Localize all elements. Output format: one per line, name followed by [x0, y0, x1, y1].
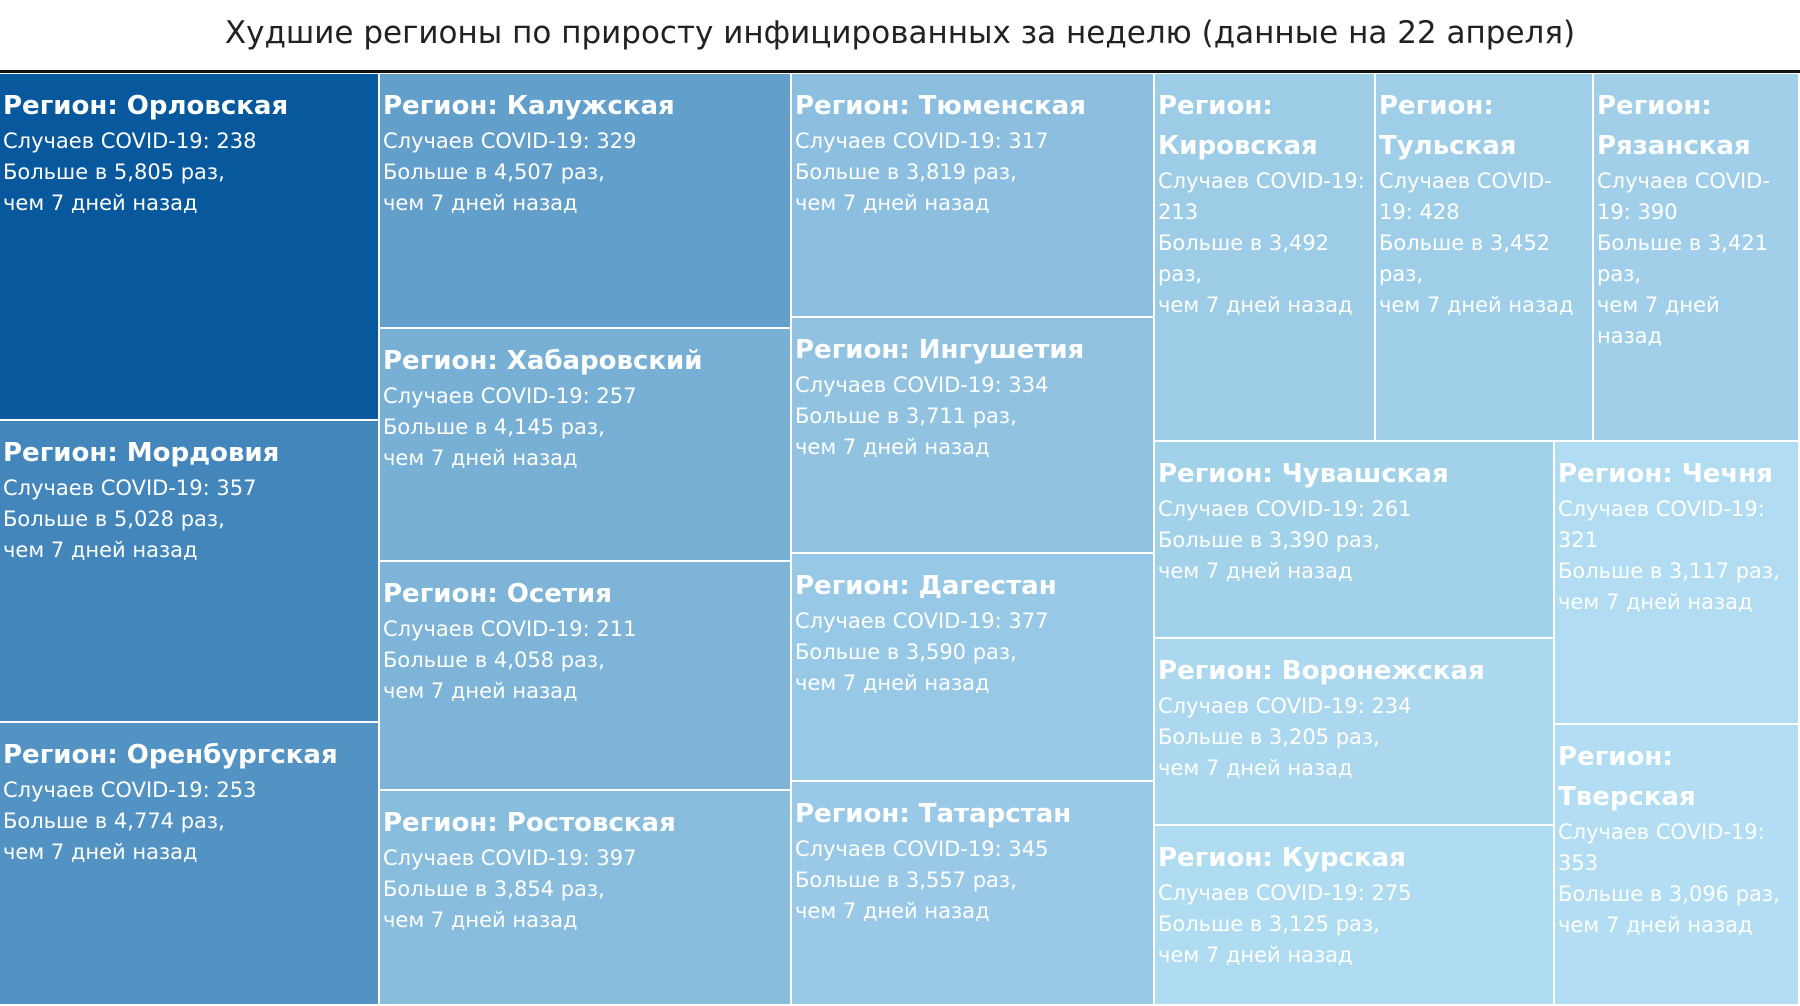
treemap-tile[interactable]: Регион: Тульская Случаев COVID-19: 428 Бол…: [1376, 74, 1594, 442]
cases-label: Случаев COVID-19: 275: [1158, 881, 1412, 905]
region-name: Регион: Осетия: [383, 579, 612, 609]
cases-label: Случаев COVID-19: 321: [1558, 497, 1765, 552]
treemap-tile[interactable]: Регион: Чечня Случаев COVID-19: 321 Больше…: [1555, 442, 1800, 725]
cases-label: Случаев COVID-19: 397: [383, 846, 637, 870]
treemap-tile[interactable]: Регион: Кировская Случаев COVID-19: 213 Бо…: [1155, 74, 1376, 442]
region-name: Регион: Кировская: [1158, 91, 1318, 161]
growth-ratio-label: Больше в 3,492 раз,: [1158, 231, 1330, 286]
growth-ratio-label: Больше в 3,711 раз,: [795, 404, 1017, 428]
days-ago-label: чем 7 дней назад: [1558, 913, 1753, 937]
days-ago-label: чем 7 дней назад: [3, 538, 198, 562]
growth-ratio-label: Больше в 3,390 раз,: [1158, 528, 1380, 552]
days-ago-label: чем 7 дней назад: [795, 191, 990, 215]
cases-label: Случаев COVID-19: 334: [795, 373, 1049, 397]
cases-label: Случаев COVID-19: 357: [3, 476, 257, 500]
region-name: Регион: Хабаровский: [383, 346, 703, 376]
region-name: Регион: Тульская: [1379, 91, 1517, 161]
chart-title: Худшие регионы по приросту инфицированны…: [224, 15, 1576, 51]
treemap-tile[interactable]: Регион: Оренбургская Случаев COVID-19: 25…: [0, 723, 380, 1006]
region-name: Регион: Татарстан: [795, 799, 1072, 829]
days-ago-label: чем 7 дней назад: [1158, 559, 1353, 583]
cases-label: Случаев COVID-19: 257: [383, 384, 637, 408]
cases-label: Случаев COVID-19: 345: [795, 837, 1049, 861]
treemap-tile[interactable]: Регион: Мордовия Случаев COVID-19: 357 Бол…: [0, 421, 380, 723]
treemap-tile[interactable]: Регион: Дагестан Случаев COVID-19: 377 Бол…: [792, 554, 1155, 782]
days-ago-label: чем 7 дней назад: [795, 671, 990, 695]
days-ago-label: чем 7 дней назад: [1379, 293, 1574, 317]
region-name: Регион: Чувашская: [1158, 459, 1449, 489]
region-name: Регион: Оренбургская: [3, 740, 338, 770]
cases-label: Случаев COVID-19: 329: [383, 129, 637, 153]
growth-ratio-label: Больше в 3,590 раз,: [795, 640, 1017, 664]
cases-label: Случаев COVID-19: 261: [1158, 497, 1412, 521]
cases-label: Случаев COVID-19: 428: [1379, 169, 1552, 224]
cases-label: Случаев COVID-19: 253: [3, 778, 257, 802]
treemap-tile[interactable]: Регион: Ростовская Случаев COVID-19: 397 Б…: [380, 791, 792, 1006]
growth-ratio-label: Больше в 5,805 раз,: [3, 160, 225, 184]
treemap-tile[interactable]: Регион: Татарстан Случаев COVID-19: 345 Бо…: [792, 782, 1155, 1006]
treemap-tile[interactable]: Регион: Чувашская Случаев COVID-19: 261 Бо…: [1155, 442, 1555, 639]
days-ago-label: чем 7 дней назад: [1597, 293, 1720, 348]
days-ago-label: чем 7 дней назад: [383, 908, 578, 932]
region-name: Регион: Дагестан: [795, 571, 1057, 601]
treemap-tile[interactable]: Регион: Осетия Случаев COVID-19: 211 Больш…: [380, 562, 792, 791]
growth-ratio-label: Больше в 3,452 раз,: [1379, 231, 1551, 286]
title-divider: [0, 70, 1800, 73]
treemap-tile[interactable]: Регион: Рязанская Случаев COVID-19: 390 Бо…: [1594, 74, 1800, 442]
growth-ratio-label: Больше в 3,205 раз,: [1158, 725, 1380, 749]
cases-label: Случаев COVID-19: 317: [795, 129, 1049, 153]
days-ago-label: чем 7 дней назад: [1158, 943, 1353, 967]
region-name: Регион: Тюменская: [795, 91, 1086, 121]
growth-ratio-label: Больше в 4,507 раз,: [383, 160, 605, 184]
region-name: Регион: Калужская: [383, 91, 675, 121]
growth-ratio-label: Больше в 4,774 раз,: [3, 809, 225, 833]
growth-ratio-label: Больше в 3,096 раз,: [1558, 882, 1780, 906]
growth-ratio-label: Больше в 5,028 раз,: [3, 507, 225, 531]
treemap-tile[interactable]: Регион: Калужская Случаев COVID-19: 329 Бо…: [380, 74, 792, 329]
region-name: Регион: Ростовская: [383, 808, 676, 838]
treemap-tile[interactable]: Регион: Курская Случаев COVID-19: 275 Боль…: [1155, 826, 1555, 1006]
cases-label: Случаев COVID-19: 211: [383, 617, 637, 641]
days-ago-label: чем 7 дней назад: [1158, 293, 1353, 317]
treemap-tile[interactable]: Регион: Хабаровский Случаев COVID-19: 257…: [380, 329, 792, 562]
region-name: Регион: Орловская: [3, 91, 289, 121]
days-ago-label: чем 7 дней назад: [795, 899, 990, 923]
days-ago-label: чем 7 дней назад: [1558, 590, 1753, 614]
growth-ratio-label: Больше в 3,125 раз,: [1158, 912, 1380, 936]
region-name: Регион: Мордовия: [3, 438, 280, 468]
growth-ratio-label: Больше в 3,421 раз,: [1597, 231, 1769, 286]
days-ago-label: чем 7 дней назад: [3, 840, 198, 864]
cases-label: Случаев COVID-19: 353: [1558, 820, 1765, 875]
treemap-tile[interactable]: Регион: Воронежская Случаев COVID-19: 234…: [1155, 639, 1555, 826]
region-name: Регион: Воронежская: [1158, 656, 1485, 686]
cases-label: Случаев COVID-19: 377: [795, 609, 1049, 633]
region-name: Регион: Чечня: [1558, 459, 1773, 489]
region-name: Регион: Тверская: [1558, 742, 1696, 812]
growth-ratio-label: Больше в 3,557 раз,: [795, 868, 1017, 892]
growth-ratio-label: Больше в 4,058 раз,: [383, 648, 605, 672]
treemap-tile[interactable]: Регион: Тверская Случаев COVID-19: 353 Бол…: [1555, 725, 1800, 1006]
days-ago-label: чем 7 дней назад: [1158, 756, 1353, 780]
days-ago-label: чем 7 дней назад: [383, 679, 578, 703]
treemap-tile[interactable]: Регион: Тюменская Случаев COVID-19: 317 Бо…: [792, 74, 1155, 318]
treemap-tile[interactable]: Регион: Ингушетия Случаев COVID-19: 334 Бо…: [792, 318, 1155, 554]
days-ago-label: чем 7 дней назад: [795, 435, 990, 459]
growth-ratio-label: Больше в 3,819 раз,: [795, 160, 1017, 184]
treemap-tile[interactable]: Регион: Орловская Случаев COVID-19: 238 Бо…: [0, 74, 380, 421]
cases-label: Случаев COVID-19: 390: [1597, 169, 1770, 224]
cases-label: Случаев COVID-19: 238: [3, 129, 257, 153]
region-name: Регион: Курская: [1158, 843, 1406, 873]
region-name: Регион: Ингушетия: [795, 335, 1085, 365]
cases-label: Случаев COVID-19: 234: [1158, 694, 1412, 718]
growth-ratio-label: Больше в 3,117 раз,: [1558, 559, 1780, 583]
days-ago-label: чем 7 дней назад: [383, 446, 578, 470]
cases-label: Случаев COVID-19: 213: [1158, 169, 1365, 224]
days-ago-label: чем 7 дней назад: [3, 191, 198, 215]
growth-ratio-label: Больше в 4,145 раз,: [383, 415, 605, 439]
days-ago-label: чем 7 дней назад: [383, 191, 578, 215]
region-name: Регион: Рязанская: [1597, 91, 1751, 161]
growth-ratio-label: Больше в 3,854 раз,: [383, 877, 605, 901]
